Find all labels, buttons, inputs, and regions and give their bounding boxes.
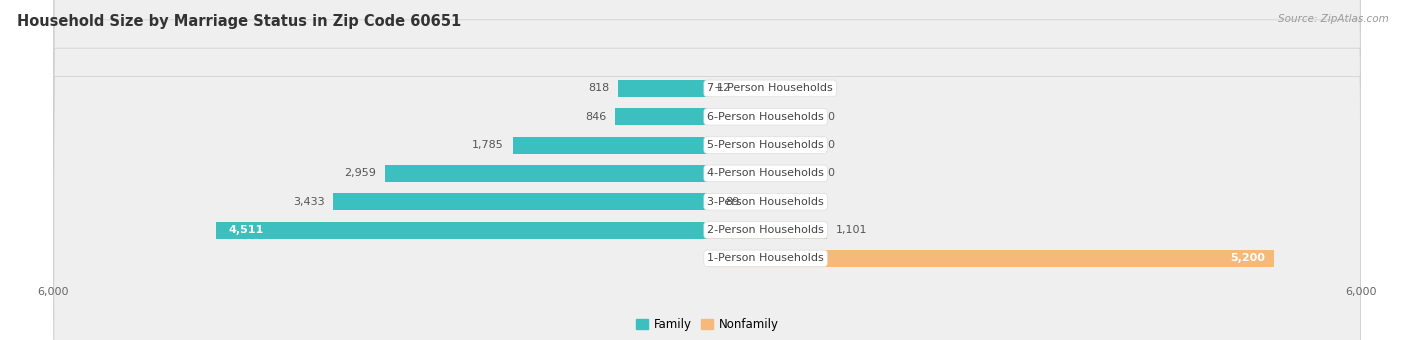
Bar <box>333 193 707 210</box>
Text: 6-Person Households: 6-Person Households <box>707 112 824 122</box>
Bar <box>707 222 827 239</box>
Text: 818: 818 <box>588 83 609 94</box>
FancyBboxPatch shape <box>53 0 1361 340</box>
Bar <box>385 165 707 182</box>
FancyBboxPatch shape <box>53 0 1361 270</box>
Text: 1,785: 1,785 <box>472 140 503 150</box>
Legend: Family, Nonfamily: Family, Nonfamily <box>631 314 783 336</box>
FancyBboxPatch shape <box>53 76 1361 340</box>
Bar <box>619 80 707 97</box>
Bar <box>513 137 707 154</box>
Text: 0: 0 <box>827 112 834 122</box>
FancyBboxPatch shape <box>53 20 1361 340</box>
Bar <box>215 222 707 239</box>
Text: 5,200: 5,200 <box>1230 253 1265 264</box>
Text: 0: 0 <box>827 140 834 150</box>
Text: 1-Person Households: 1-Person Households <box>707 253 824 264</box>
Text: 89: 89 <box>725 197 740 207</box>
Text: 846: 846 <box>585 112 606 122</box>
FancyBboxPatch shape <box>53 0 1361 299</box>
Text: 2-Person Households: 2-Person Households <box>707 225 824 235</box>
Text: 3,433: 3,433 <box>292 197 325 207</box>
Text: 12: 12 <box>717 83 731 94</box>
Bar <box>707 193 717 210</box>
Text: 4,511: 4,511 <box>229 225 264 235</box>
Text: 4-Person Households: 4-Person Households <box>707 168 824 179</box>
FancyBboxPatch shape <box>53 0 1361 327</box>
Text: Source: ZipAtlas.com: Source: ZipAtlas.com <box>1278 14 1389 23</box>
FancyBboxPatch shape <box>53 48 1361 340</box>
Text: 1,101: 1,101 <box>837 225 868 235</box>
Text: 7+ Person Households: 7+ Person Households <box>707 83 832 94</box>
Bar <box>707 250 1274 267</box>
Text: 0: 0 <box>827 168 834 179</box>
Text: 5-Person Households: 5-Person Households <box>707 140 824 150</box>
Text: Household Size by Marriage Status in Zip Code 60651: Household Size by Marriage Status in Zip… <box>17 14 461 29</box>
Text: 2,959: 2,959 <box>344 168 375 179</box>
Text: 3-Person Households: 3-Person Households <box>707 197 824 207</box>
Bar <box>614 108 707 125</box>
